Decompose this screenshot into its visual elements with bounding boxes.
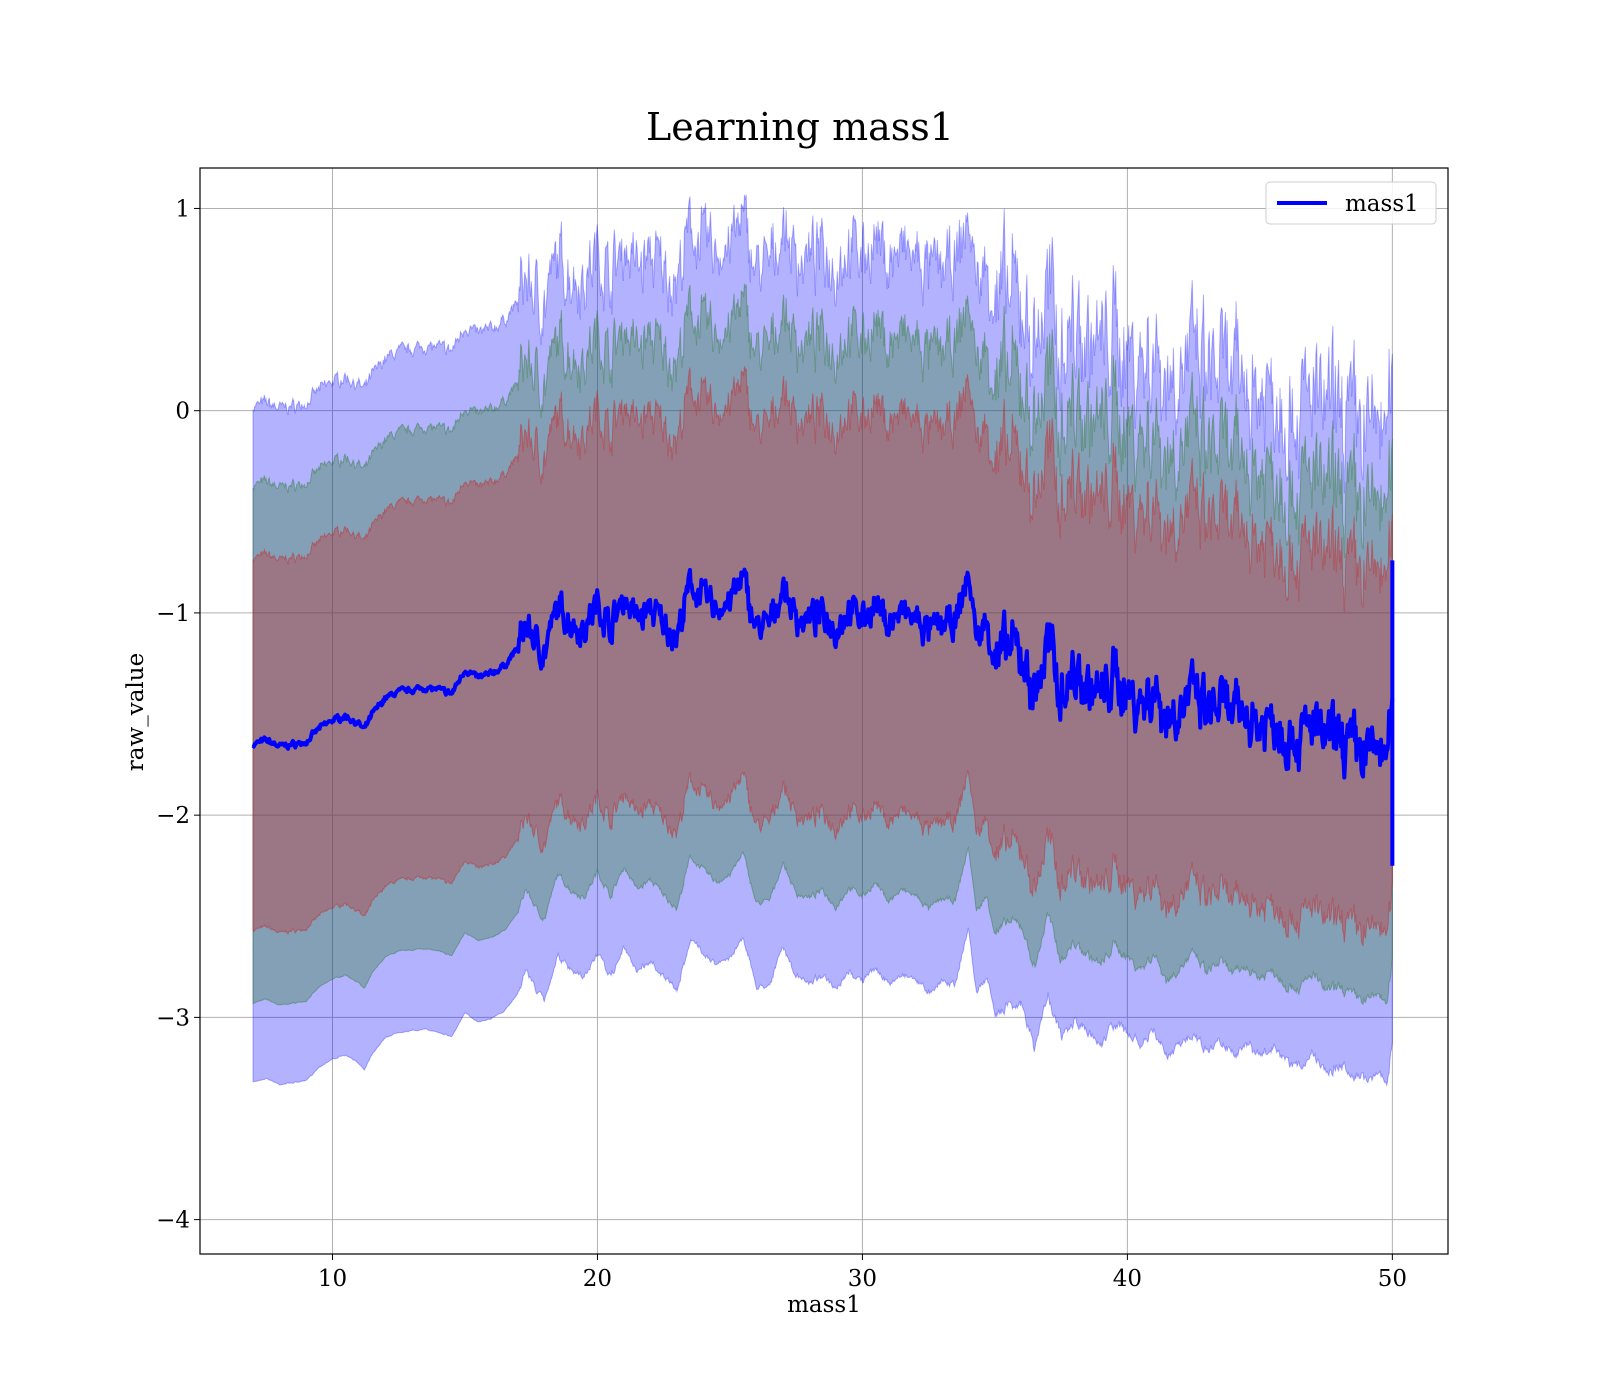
- x-tick-label: 10: [318, 1266, 347, 1292]
- y-axis-ticks: −4 −3 −2 −1 0 1: [156, 196, 200, 1234]
- band-inner: [252, 366, 1393, 947]
- x-tick-label: 20: [583, 1266, 612, 1292]
- y-tick-label: −2: [156, 803, 190, 829]
- x-axis-ticks: 10 20 30 40 50: [318, 1254, 1407, 1292]
- grid: [200, 168, 1448, 1254]
- y-tick-label: −3: [156, 1005, 190, 1031]
- x-tick-label: 50: [1378, 1266, 1407, 1292]
- x-axis-label: mass1: [787, 1292, 861, 1318]
- y-tick-label: −1: [156, 601, 190, 627]
- band-middle: [252, 283, 1393, 1006]
- legend-entry-mass1: mass1: [1345, 191, 1419, 217]
- y-tick-label: −4: [156, 1208, 190, 1234]
- band-outer: [252, 194, 1393, 1087]
- mean-line: [251, 567, 1395, 780]
- x-tick-label: 30: [848, 1266, 877, 1292]
- legend-box: [1265, 181, 1437, 225]
- x-tick-label: 40: [1113, 1266, 1142, 1292]
- y-axis-label: raw_value: [123, 653, 149, 771]
- chart-title: Learning mass1: [646, 105, 954, 149]
- y-tick-label: 0: [175, 399, 190, 425]
- y-tick-label: 1: [175, 196, 190, 222]
- legend: mass1: [1265, 181, 1437, 225]
- plot-frame: [199, 167, 1449, 1255]
